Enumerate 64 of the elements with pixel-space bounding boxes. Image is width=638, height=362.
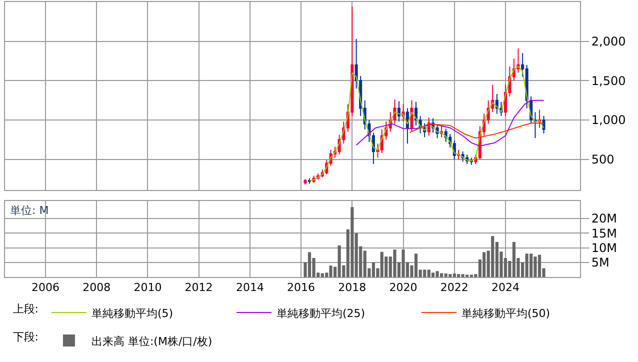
y-tick-label: 500	[591, 152, 614, 167]
x-tick-label: 2008	[82, 281, 111, 294]
line-series	[309, 66, 544, 182]
y-tick-label: 10M	[591, 240, 618, 255]
candlestick	[308, 178, 312, 184]
legend-label: 単純移動平均(25)	[276, 306, 366, 320]
candlestick	[414, 101, 418, 126]
annotation: 単位: M	[10, 204, 49, 217]
bar	[525, 254, 528, 277]
legend-title: 上段:	[12, 302, 38, 316]
candlestick	[516, 48, 520, 74]
legend-label: 単純移動平均(5)	[91, 306, 174, 320]
bar	[414, 254, 418, 277]
bar	[431, 272, 435, 277]
bar	[402, 250, 405, 277]
candlestick	[410, 100, 414, 132]
bar	[452, 273, 456, 277]
x-tick-label: 2024	[491, 281, 520, 294]
bar	[534, 256, 537, 277]
x-tick-label: 2006	[32, 281, 60, 294]
candlestick	[495, 94, 498, 114]
x-tick-label: 2014	[236, 281, 264, 294]
line-series	[356, 100, 544, 146]
legend-label: 単純移動平均(50)	[461, 306, 550, 320]
x-tick-label: 2018	[338, 281, 366, 294]
legend-title: 下段:	[12, 330, 38, 344]
bar	[491, 236, 494, 277]
y-tick-label: 2,000	[591, 34, 626, 49]
y-tick-label: 5M	[591, 256, 610, 270]
bar	[320, 273, 324, 277]
x-tick-label: 2022	[440, 281, 468, 294]
candlestick	[402, 104, 405, 122]
bar	[444, 273, 448, 277]
bar	[482, 252, 486, 277]
x-tick-label: 2010	[134, 281, 162, 294]
bar	[308, 252, 312, 277]
y-tick-label: 1,500	[591, 74, 626, 88]
candlestick	[534, 112, 537, 139]
bar	[456, 274, 460, 277]
bar	[440, 273, 444, 277]
y-tick-label: 15M	[591, 226, 618, 240]
candlestick	[397, 100, 400, 122]
y-tick-label: 20M	[591, 212, 618, 226]
bar	[329, 266, 332, 277]
x-tick-label: 2020	[389, 281, 418, 294]
bar	[427, 270, 430, 277]
bar	[448, 274, 452, 277]
bar	[380, 252, 384, 277]
line-series	[409, 122, 544, 139]
candlestick	[406, 108, 409, 144]
y-tick-label: 1,000	[591, 113, 626, 128]
bar	[338, 245, 341, 277]
bar	[350, 207, 354, 277]
candlestick	[304, 178, 307, 185]
bar	[436, 271, 439, 277]
bar	[538, 254, 542, 277]
bar	[393, 250, 396, 277]
bar	[461, 274, 464, 277]
x-tick-label: 2012	[184, 281, 213, 294]
bar	[423, 270, 426, 277]
x-tick-label: 2016	[287, 281, 316, 294]
bar	[530, 254, 533, 277]
bar	[363, 250, 366, 277]
legend-label: 出来高 単位:(M株/口/枚)	[91, 334, 212, 348]
